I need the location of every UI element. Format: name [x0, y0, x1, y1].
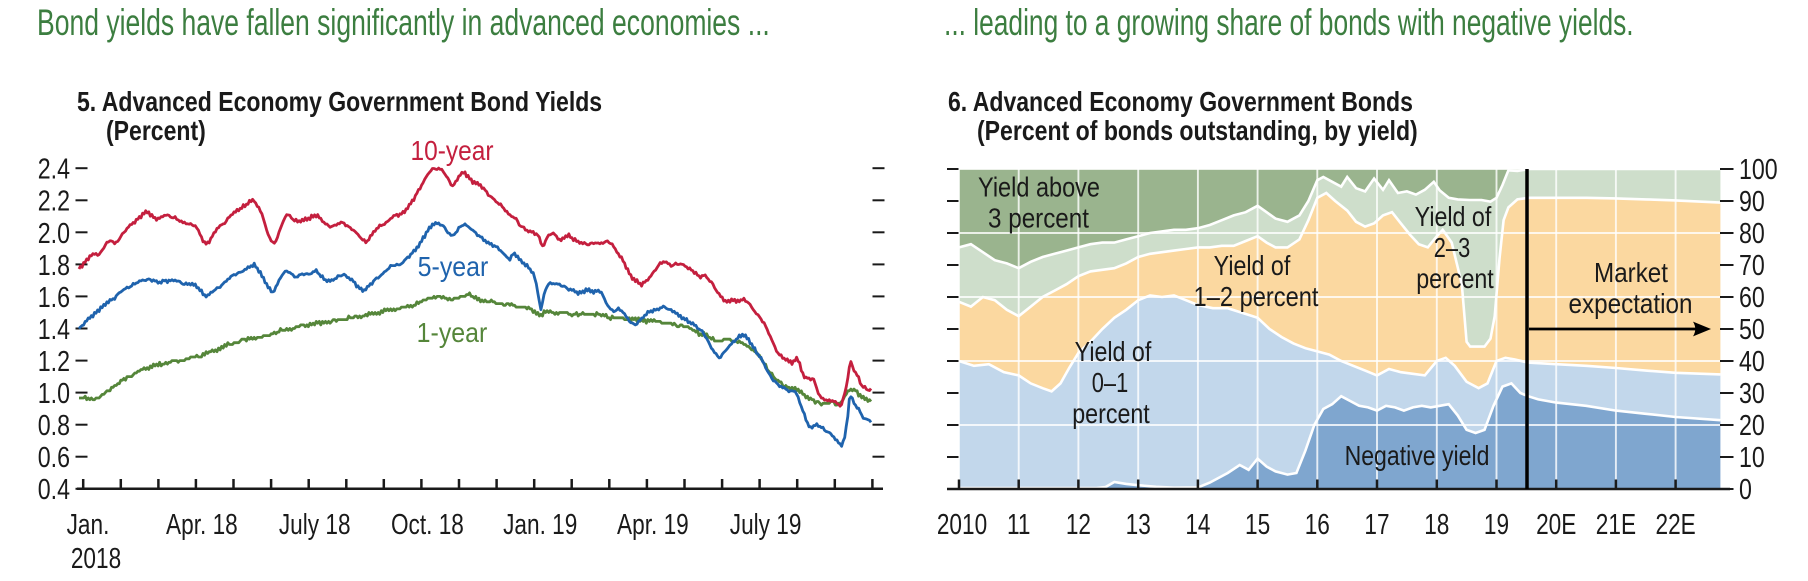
svg-text:July 19: July 19 — [730, 507, 802, 540]
svg-text:10: 10 — [1739, 440, 1765, 473]
svg-text:percent: percent — [1072, 399, 1149, 429]
svg-text:Bond yields have fallen signif: Bond yields have fallen significantly in… — [37, 2, 770, 43]
svg-text:13: 13 — [1126, 507, 1151, 540]
svg-text:Yield above: Yield above — [978, 173, 1100, 203]
svg-text:2–3: 2–3 — [1434, 232, 1470, 263]
svg-text:(Percent): (Percent) — [106, 116, 206, 147]
svg-text:July 18: July 18 — [279, 507, 351, 540]
svg-text:expectation: expectation — [1568, 287, 1692, 319]
svg-text:percent: percent — [1416, 264, 1493, 294]
svg-text:0–1: 0–1 — [1092, 367, 1128, 398]
svg-text:22E: 22E — [1655, 507, 1695, 540]
svg-text:100: 100 — [1739, 152, 1778, 185]
svg-text:0.8: 0.8 — [38, 409, 70, 442]
svg-text:70: 70 — [1739, 248, 1765, 281]
svg-text:Oct. 18: Oct. 18 — [391, 507, 464, 540]
svg-text:40: 40 — [1739, 344, 1765, 377]
svg-text:1.6: 1.6 — [38, 280, 70, 313]
svg-text:0.6: 0.6 — [38, 441, 70, 474]
svg-text:1–2 percent: 1–2 percent — [1194, 282, 1320, 312]
svg-text:1.0: 1.0 — [38, 377, 70, 410]
svg-text:19: 19 — [1484, 507, 1509, 540]
svg-text:50: 50 — [1739, 312, 1765, 345]
svg-text:1.8: 1.8 — [38, 248, 70, 281]
svg-text:12: 12 — [1066, 507, 1091, 540]
svg-text:Market: Market — [1594, 256, 1669, 288]
svg-text:6. Advanced Economy Government: 6. Advanced Economy Government Bonds — [948, 87, 1413, 118]
svg-text:Jan. 19: Jan. 19 — [503, 507, 577, 540]
svg-text:5. Advanced Economy Government: 5. Advanced Economy Government Bond Yiel… — [77, 87, 602, 118]
svg-text:Apr. 18: Apr. 18 — [166, 507, 238, 540]
svg-text:... leading to a growing share: ... leading to a growing share of bonds … — [944, 2, 1634, 43]
svg-text:Yield of: Yield of — [1075, 337, 1152, 367]
svg-text:1.2: 1.2 — [38, 344, 70, 377]
svg-text:16: 16 — [1305, 507, 1330, 540]
svg-text:20E: 20E — [1536, 507, 1576, 540]
svg-text:Negative yield: Negative yield — [1345, 441, 1490, 472]
svg-text:1.4: 1.4 — [38, 312, 70, 345]
svg-text:Yield of: Yield of — [1415, 202, 1492, 232]
svg-text:2.0: 2.0 — [38, 216, 70, 249]
svg-text:3 percent: 3 percent — [988, 202, 1090, 234]
svg-text:90: 90 — [1739, 184, 1765, 217]
svg-text:Apr. 19: Apr. 19 — [617, 507, 689, 540]
svg-text:2018: 2018 — [71, 541, 121, 574]
svg-text:21E: 21E — [1596, 507, 1636, 540]
svg-text:17: 17 — [1364, 507, 1389, 540]
svg-text:60: 60 — [1739, 280, 1765, 313]
svg-text:11: 11 — [1007, 507, 1030, 540]
svg-text:(Percent of bonds outstanding,: (Percent of bonds outstanding, by yield) — [977, 116, 1418, 147]
svg-text:10-year: 10-year — [410, 134, 493, 166]
svg-text:Jan.: Jan. — [67, 507, 110, 540]
svg-text:0.4: 0.4 — [38, 473, 70, 506]
svg-text:30: 30 — [1739, 376, 1765, 409]
svg-text:2.4: 2.4 — [38, 152, 70, 185]
svg-text:18: 18 — [1424, 507, 1449, 540]
svg-text:Yield of: Yield of — [1214, 251, 1291, 281]
svg-text:1-year: 1-year — [417, 317, 488, 349]
svg-text:20: 20 — [1739, 408, 1765, 441]
svg-text:5-year: 5-year — [418, 251, 489, 283]
svg-text:2010: 2010 — [937, 507, 987, 540]
svg-text:0: 0 — [1739, 472, 1752, 505]
svg-text:15: 15 — [1245, 507, 1270, 540]
svg-text:80: 80 — [1739, 216, 1765, 249]
svg-text:2.2: 2.2 — [38, 184, 70, 217]
svg-text:14: 14 — [1185, 507, 1210, 540]
